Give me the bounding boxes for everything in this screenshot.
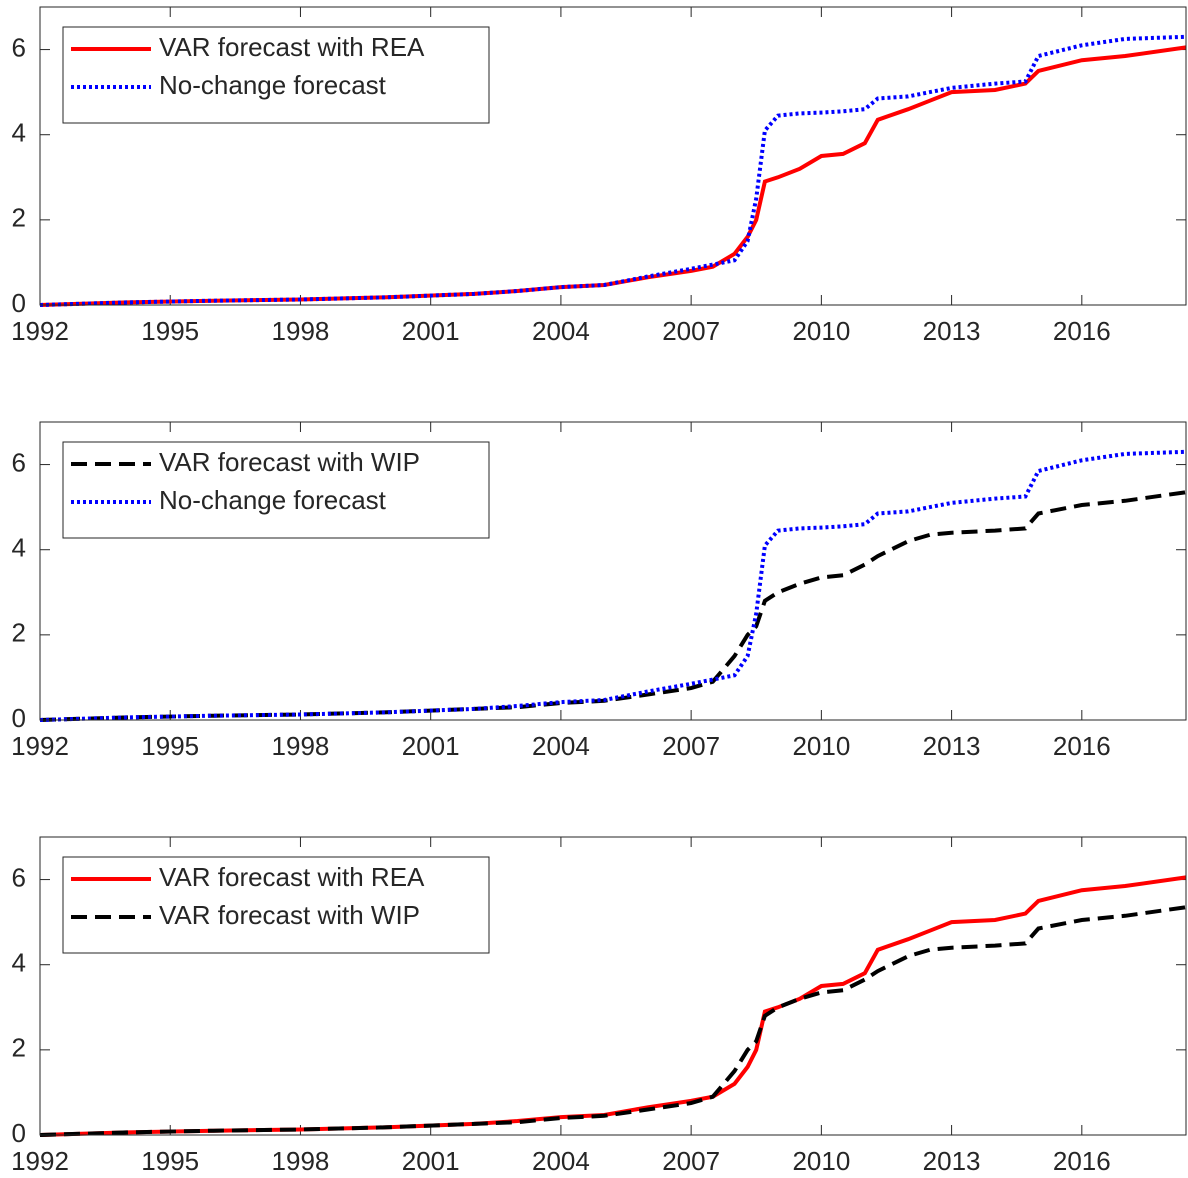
x-tick-label: 2001: [402, 316, 460, 346]
legend-label: VAR forecast with WIP: [159, 447, 420, 477]
y-tick-label: 6: [12, 447, 26, 477]
legend: [62, 26, 490, 124]
legend-label: VAR forecast with REA: [159, 32, 425, 62]
x-tick-label: 2004: [532, 316, 590, 346]
y-tick-label: 2: [12, 203, 26, 233]
legend-label: VAR forecast with WIP: [159, 900, 420, 930]
x-tick-label: 2004: [532, 731, 590, 761]
plot-frame: [39, 421, 1187, 721]
y-tick-label: 2: [12, 1033, 26, 1063]
x-tick-label: 1992: [11, 316, 69, 346]
y-tick-label: 6: [12, 32, 26, 62]
y-tick-label: 4: [12, 533, 26, 563]
x-tick-label: 2013: [923, 316, 981, 346]
legend-label: No-change forecast: [159, 70, 387, 100]
x-tick-label: 1995: [141, 731, 199, 761]
y-tick-label: 4: [12, 118, 26, 148]
x-tick-label: 2007: [662, 1146, 720, 1176]
x-tick-label: 2001: [402, 731, 460, 761]
legend: [62, 856, 490, 954]
legend: [62, 441, 490, 539]
x-tick-label: 2010: [792, 316, 850, 346]
y-tick-label: 0: [12, 703, 26, 733]
x-tick-label: 2010: [792, 1146, 850, 1176]
x-tick-label: 2004: [532, 1146, 590, 1176]
plot-frame: [39, 836, 1187, 1136]
x-tick-label: 2010: [792, 731, 850, 761]
y-tick-label: 0: [12, 288, 26, 318]
x-tick-label: 1998: [272, 731, 330, 761]
x-tick-label: 2001: [402, 1146, 460, 1176]
plot-frame: [39, 6, 1187, 306]
x-tick-label: 1992: [11, 1146, 69, 1176]
series-line: [39, 905, 1187, 1137]
series-line: [39, 449, 1187, 722]
y-tick-label: 6: [12, 862, 26, 892]
y-tick-label: 0: [12, 1118, 26, 1148]
x-tick-label: 2016: [1053, 316, 1111, 346]
x-tick-label: 2007: [662, 731, 720, 761]
x-tick-label: 1992: [11, 731, 69, 761]
x-tick-label: 2013: [923, 1146, 981, 1176]
x-tick-label: 1995: [141, 316, 199, 346]
x-tick-label: 2016: [1053, 731, 1111, 761]
y-tick-label: 4: [12, 948, 26, 978]
legend-label: No-change forecast: [159, 485, 387, 515]
x-tick-label: 2013: [923, 731, 981, 761]
x-tick-label: 2007: [662, 316, 720, 346]
x-tick-label: 1998: [272, 316, 330, 346]
series-line: [39, 34, 1187, 307]
legend-label: VAR forecast with REA: [159, 862, 425, 892]
x-tick-label: 1995: [141, 1146, 199, 1176]
x-tick-label: 2016: [1053, 1146, 1111, 1176]
x-tick-label: 1998: [272, 1146, 330, 1176]
y-tick-label: 2: [12, 618, 26, 648]
